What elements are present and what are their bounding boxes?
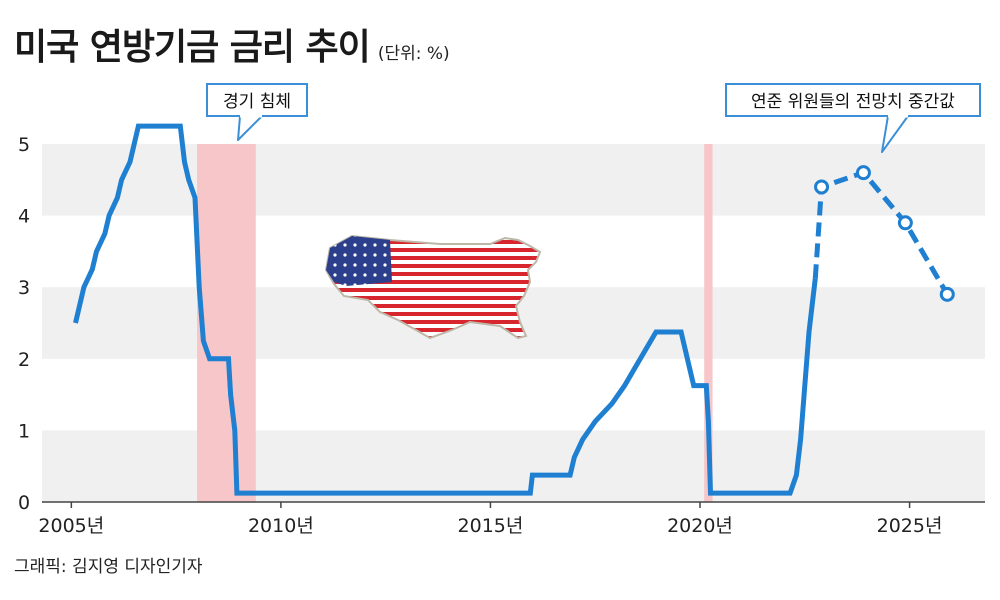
x-tick-label: 2020년 <box>667 515 733 537</box>
recession-band-0 <box>197 144 256 502</box>
usa-map-stars <box>326 236 392 286</box>
y-tick-label: 0 <box>18 492 30 514</box>
recession-label: 경기 침체 <box>223 92 291 112</box>
y-tick-label: 5 <box>18 134 30 156</box>
x-tick-label: 2025년 <box>877 515 943 537</box>
recession-callout-pointer <box>237 115 263 141</box>
projection-point <box>897 215 913 231</box>
recession-shading <box>197 144 713 502</box>
projection-callout-box <box>725 83 981 117</box>
x-tick-label: 2015년 <box>458 515 524 537</box>
unit-label: (단위: %) <box>377 44 450 64</box>
recession-callout-box <box>206 83 308 117</box>
y-tick-label: 2 <box>18 349 30 371</box>
y-tick-label: 1 <box>18 420 30 442</box>
projection-label: 연준 위원들의 전망치 중간값 <box>751 92 955 112</box>
callouts: 경기 침체 연준 위원들의 전망치 중간값 <box>206 83 981 153</box>
projection-point <box>855 165 871 181</box>
axes: 0 1 2 3 4 5 2005년 2010년 2015년 2020년 2025년 <box>18 134 985 537</box>
usa-flag-map-illustration <box>324 234 542 340</box>
x-tick-label: 2005년 <box>38 515 104 537</box>
y-tick-label: 3 <box>18 277 30 299</box>
projection-point <box>814 179 830 195</box>
chart-title: 미국 연방기금 금리 추이 <box>14 27 371 68</box>
y-tick-label: 4 <box>18 206 30 228</box>
title-block: 미국 연방기금 금리 추이 (단위: %) <box>14 18 450 70</box>
x-tick-label: 2010년 <box>248 515 314 537</box>
historical-rate-line <box>73 123 818 496</box>
projection-point <box>939 286 955 302</box>
graphic-credit: 그래픽: 김지영 디자인기자 <box>14 557 203 577</box>
recession-band-1 <box>704 144 713 502</box>
rate-lines <box>73 123 955 496</box>
